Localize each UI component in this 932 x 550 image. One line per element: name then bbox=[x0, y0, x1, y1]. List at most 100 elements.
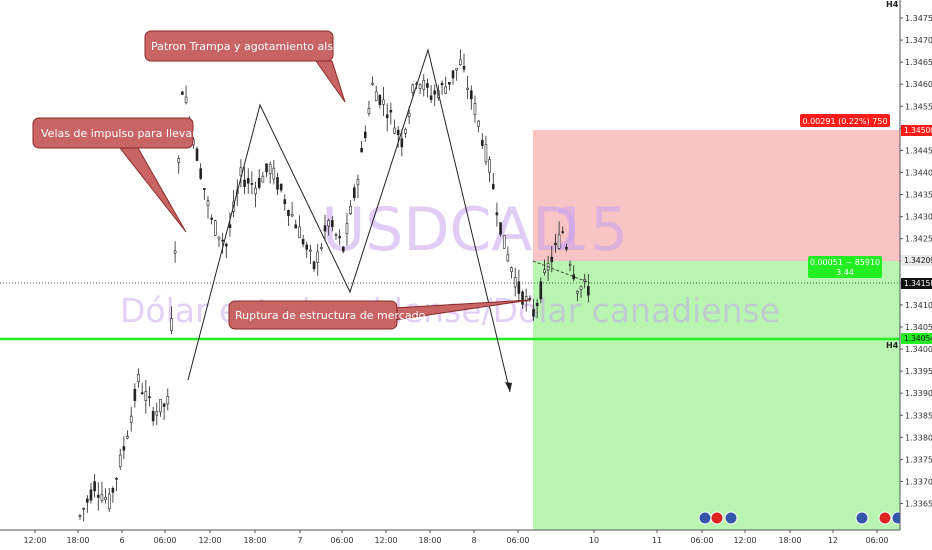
candle-body bbox=[429, 95, 433, 100]
level-price-bg bbox=[901, 333, 932, 344]
candle-body bbox=[162, 403, 166, 407]
candle-body bbox=[426, 83, 429, 88]
candle-body bbox=[323, 225, 327, 232]
watermark-symbol: USDCAD bbox=[321, 195, 578, 265]
candle-body bbox=[396, 129, 400, 136]
candle-body bbox=[363, 131, 367, 138]
candle-body bbox=[491, 184, 495, 190]
callout-trap[interactable]: Patron Trampa y agotamiento alsista bbox=[144, 30, 353, 103]
time-tick-label: 06:00 bbox=[330, 536, 353, 545]
candle-body bbox=[583, 279, 586, 282]
candle-body bbox=[349, 206, 352, 215]
entry-price-label: 1.34209 bbox=[901, 255, 932, 266]
time-scale[interactable] bbox=[0, 530, 900, 550]
candle-body bbox=[287, 210, 290, 217]
candle-body bbox=[506, 254, 510, 262]
candle-body bbox=[82, 508, 85, 510]
time-tick-label: 11 bbox=[652, 536, 662, 545]
price-scale[interactable] bbox=[900, 0, 932, 550]
flag-us-icon[interactable] bbox=[724, 511, 738, 525]
candle-body bbox=[532, 309, 535, 317]
pattern-zigzag[interactable] bbox=[187, 48, 511, 393]
flag-us-icon[interactable] bbox=[698, 511, 712, 525]
price-tick-label: 1.34050 bbox=[905, 323, 932, 332]
candle-body bbox=[184, 96, 188, 103]
time-scale-ticks: 12:00 18:00 6 06:00 12:00 18:00 7 06:00 12:00 18:… bbox=[23, 530, 889, 545]
candle-body bbox=[554, 242, 557, 245]
candle-body bbox=[177, 158, 181, 163]
stop-info-text: 0.00291 (0.22%) 750 bbox=[802, 117, 887, 126]
candle-body bbox=[488, 159, 491, 173]
flag-ca-icon[interactable] bbox=[710, 511, 724, 525]
candle-body bbox=[473, 103, 477, 115]
candle-body bbox=[484, 143, 488, 163]
last-price-text: 1.34158 bbox=[904, 279, 932, 288]
candle-body bbox=[371, 82, 374, 85]
candle-body bbox=[470, 90, 473, 100]
candle-body bbox=[246, 178, 250, 184]
time-tick-label: 06:00 bbox=[690, 536, 713, 545]
candle-body bbox=[433, 90, 437, 95]
candle-body bbox=[221, 239, 224, 242]
entry-info-bg bbox=[808, 256, 882, 278]
flag-us-icon[interactable] bbox=[855, 511, 869, 525]
price-tick-label: 1.33850 bbox=[905, 411, 932, 420]
callout-text: Ruptura de estructura de mercado bbox=[235, 309, 426, 322]
candle-body bbox=[495, 212, 499, 216]
time-tick-label: 18:00 bbox=[418, 536, 441, 545]
level-price-label: 1.34054 bbox=[901, 333, 932, 344]
price-tick-label: 1.34650 bbox=[905, 58, 932, 67]
candle-body bbox=[459, 59, 462, 66]
candle-body bbox=[115, 478, 118, 480]
candle-body bbox=[404, 128, 407, 134]
candle-body bbox=[268, 164, 272, 174]
callout-impulse[interactable]: Velas de impulso para llevarse SL bbox=[32, 117, 227, 233]
candle-body bbox=[539, 281, 543, 300]
candle-body bbox=[499, 222, 502, 235]
candle-body bbox=[342, 246, 345, 252]
candle-body bbox=[422, 80, 426, 90]
candle-body bbox=[309, 249, 312, 252]
callout-text: Patron Trampa y agotamiento alsista bbox=[151, 40, 353, 53]
flag-ca-icon[interactable] bbox=[878, 511, 892, 525]
candle-body bbox=[557, 234, 561, 249]
stop-price-text: 1.34500 bbox=[904, 126, 932, 135]
candle-body bbox=[290, 213, 294, 217]
time-tick-label: 18:00 bbox=[243, 536, 266, 545]
entry-info-text: 0.00051 ~ 85910 bbox=[810, 258, 880, 267]
candle-body bbox=[444, 86, 448, 94]
candle-body bbox=[294, 224, 298, 229]
candle-body bbox=[224, 243, 228, 247]
price-tick-label: 1.34550 bbox=[905, 102, 932, 111]
last-price-bg bbox=[901, 278, 932, 289]
candle-body bbox=[367, 108, 371, 114]
candle-body bbox=[159, 399, 162, 413]
candle-body bbox=[104, 497, 107, 501]
candle-body bbox=[214, 220, 217, 236]
price-candles bbox=[78, 49, 590, 522]
stop-info-bg bbox=[800, 114, 890, 127]
price-tick-label: 1.34750 bbox=[905, 14, 932, 23]
candle-body bbox=[140, 392, 144, 395]
price-tick-label: 1.33750 bbox=[905, 455, 932, 464]
time-tick-label: 18:00 bbox=[66, 536, 89, 545]
candle-body bbox=[155, 411, 159, 416]
candle-body bbox=[334, 234, 338, 236]
candle-body bbox=[181, 91, 184, 95]
time-tick-label: 6 bbox=[119, 536, 124, 545]
candle-body bbox=[137, 374, 140, 382]
candle-body bbox=[166, 396, 170, 405]
stop-loss-zone bbox=[533, 130, 900, 261]
timeframe-mid-label: H4 bbox=[886, 341, 899, 350]
candle-body bbox=[477, 120, 480, 127]
candle-body bbox=[243, 179, 246, 187]
candle-body bbox=[78, 515, 82, 517]
candle-body bbox=[448, 81, 451, 85]
candle-body bbox=[568, 263, 572, 266]
candle-body bbox=[543, 269, 546, 273]
candle-body bbox=[418, 84, 422, 89]
candle-body bbox=[122, 446, 126, 451]
time-tick-label: 06:00 bbox=[865, 536, 888, 545]
callout-break[interactable]: Ruptura de estructura de mercado bbox=[228, 299, 531, 330]
